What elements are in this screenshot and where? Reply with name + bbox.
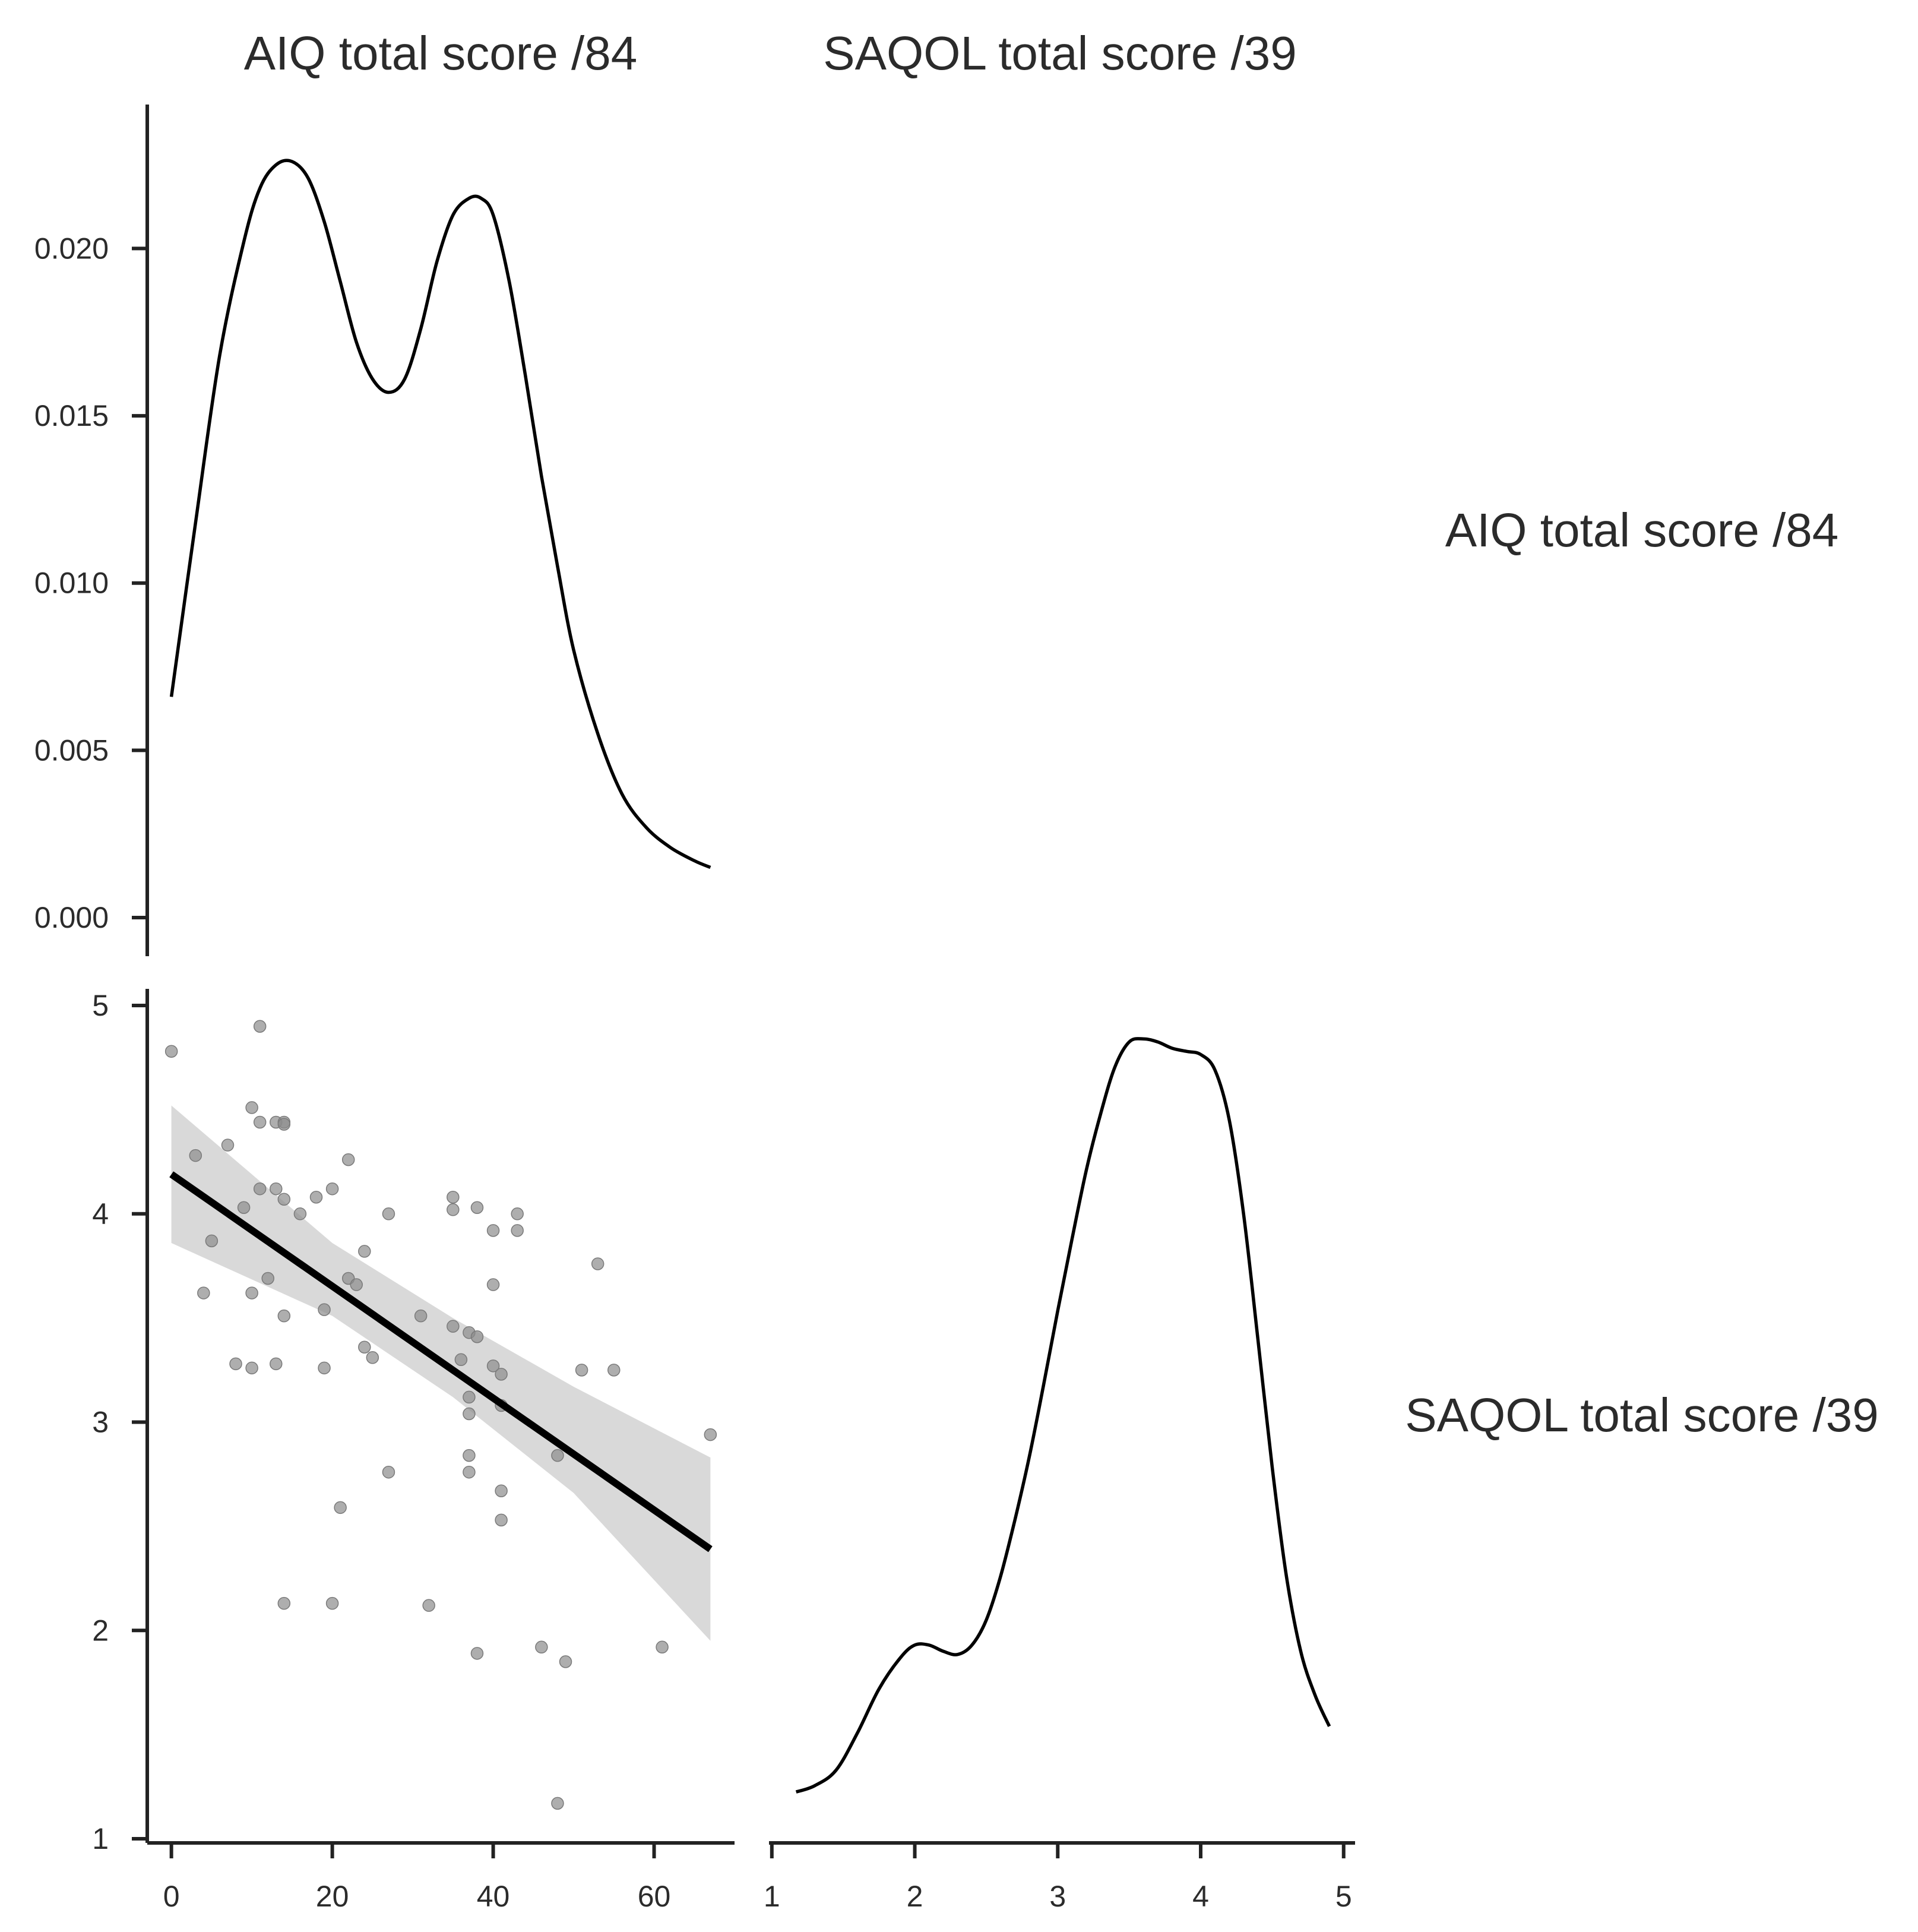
scatter-point xyxy=(164,1045,178,1058)
row-strip-aiq: AIQ total score /84 xyxy=(1445,504,1839,556)
scatter-point xyxy=(205,1234,219,1248)
scatter-point xyxy=(245,1361,258,1375)
scatter-point xyxy=(495,1484,508,1498)
scatter-panel: 1 2 3 4 5 0 20 40 60 xyxy=(92,989,735,1913)
column-strip-aiq: AIQ total score /84 xyxy=(244,27,638,80)
scatter-point xyxy=(447,1320,460,1333)
scatter-point xyxy=(486,1278,500,1291)
scatter-point xyxy=(318,1361,331,1375)
scatter-point xyxy=(277,1118,291,1131)
scatter-point xyxy=(277,1596,291,1610)
scatter-xtick-label: 60 xyxy=(638,1880,671,1913)
scatter-point xyxy=(463,1390,476,1404)
scatter-point xyxy=(318,1303,331,1316)
saqol-density-panel: 1 2 3 4 5 xyxy=(764,1037,1355,1913)
scatter-point xyxy=(237,1201,251,1215)
scatter-point xyxy=(470,1330,484,1343)
saqol-xtick-label: 4 xyxy=(1192,1880,1209,1913)
saqol-xtick-label: 3 xyxy=(1049,1880,1066,1913)
scatter-point xyxy=(486,1359,500,1373)
scatter-point xyxy=(414,1309,428,1323)
scatter-point xyxy=(470,1201,484,1215)
aiq-density-curve xyxy=(169,159,711,869)
scatter-point xyxy=(535,1640,548,1654)
scatter-point xyxy=(447,1190,460,1204)
aiq-density-ytick-label: 0.010 xyxy=(34,567,109,600)
scatter-point xyxy=(197,1286,210,1299)
scatter-point xyxy=(422,1599,435,1612)
scatter-point xyxy=(358,1340,371,1354)
scatter-point xyxy=(704,1428,717,1441)
column-strip-saqol: SAQOL total score /39 xyxy=(823,27,1296,80)
row-strip-saqol: SAQOL total score /39 xyxy=(1405,1389,1878,1441)
scatter-point xyxy=(575,1364,588,1377)
scatter-point xyxy=(511,1224,524,1237)
scatter-point xyxy=(470,1647,484,1660)
scatter-point xyxy=(270,1182,283,1196)
scatter-point xyxy=(607,1364,621,1377)
scatter-point xyxy=(382,1207,395,1220)
aiq-density-ytick-label: 0.020 xyxy=(34,232,109,265)
scatter-point xyxy=(253,1182,267,1196)
scatter-point xyxy=(495,1513,508,1527)
scatter-point xyxy=(325,1596,339,1610)
scatter-point xyxy=(463,1465,476,1479)
scatter-ytick-label: 3 xyxy=(92,1406,109,1439)
scatter-point xyxy=(245,1101,258,1114)
scatter-point xyxy=(358,1245,371,1258)
scatter-point xyxy=(447,1203,460,1216)
scatter-point xyxy=(486,1224,500,1237)
scatter-point xyxy=(463,1449,476,1462)
scatter-point xyxy=(559,1655,572,1668)
scatter-point xyxy=(277,1309,291,1323)
scatter-point xyxy=(551,1449,564,1462)
scatter-point xyxy=(221,1139,235,1152)
scatter-point xyxy=(309,1190,323,1204)
scatter-point xyxy=(270,1357,283,1371)
scatter-point xyxy=(495,1368,508,1381)
scatter-point xyxy=(350,1278,363,1291)
aiq-density-ytick-label: 0.005 xyxy=(34,733,109,767)
scatter-point xyxy=(454,1353,468,1367)
aiq-density-ytick-label: 0.015 xyxy=(34,399,109,432)
scatter-point xyxy=(293,1207,307,1220)
scatter-point xyxy=(261,1272,274,1285)
scatter-xtick-label: 20 xyxy=(316,1880,349,1913)
scatter-xtick-label: 40 xyxy=(477,1880,510,1913)
scatter-point xyxy=(277,1193,291,1206)
scatter-ytick-label: 1 xyxy=(92,1822,109,1855)
aiq-density-ytick-label: 0.000 xyxy=(34,901,109,934)
scatter-point xyxy=(229,1357,242,1371)
saqol-xtick-label: 1 xyxy=(764,1880,780,1913)
scatter-point xyxy=(366,1351,379,1364)
scatter-point xyxy=(656,1640,669,1654)
scatter-point xyxy=(551,1797,564,1810)
scatter-xtick-label: 0 xyxy=(163,1880,180,1913)
scatter-ytick-label: 2 xyxy=(92,1614,109,1647)
confidence-band xyxy=(171,1105,711,1641)
saqol-xtick-label: 5 xyxy=(1335,1880,1352,1913)
scatter-point xyxy=(463,1407,476,1421)
aiq-density-panel: 0.000 0.005 0.010 0.015 0.020 xyxy=(34,105,711,956)
scatter-point xyxy=(382,1465,395,1479)
scatter-point xyxy=(591,1257,604,1270)
saqol-xtick-label: 2 xyxy=(907,1880,923,1913)
regression-line xyxy=(169,1171,713,1552)
scatter-point xyxy=(334,1501,347,1514)
scatter-point xyxy=(253,1020,267,1033)
scatter-ytick-label: 4 xyxy=(92,1197,109,1231)
scatter-point xyxy=(245,1286,258,1299)
scatter-point xyxy=(511,1207,524,1220)
scatter-point xyxy=(341,1153,355,1166)
scatter-ytick-label: 5 xyxy=(92,989,109,1022)
scatter-point xyxy=(189,1149,202,1162)
scatter-point xyxy=(325,1182,339,1196)
saqol-density-curve xyxy=(795,1037,1331,1794)
scatter-point xyxy=(253,1115,267,1129)
